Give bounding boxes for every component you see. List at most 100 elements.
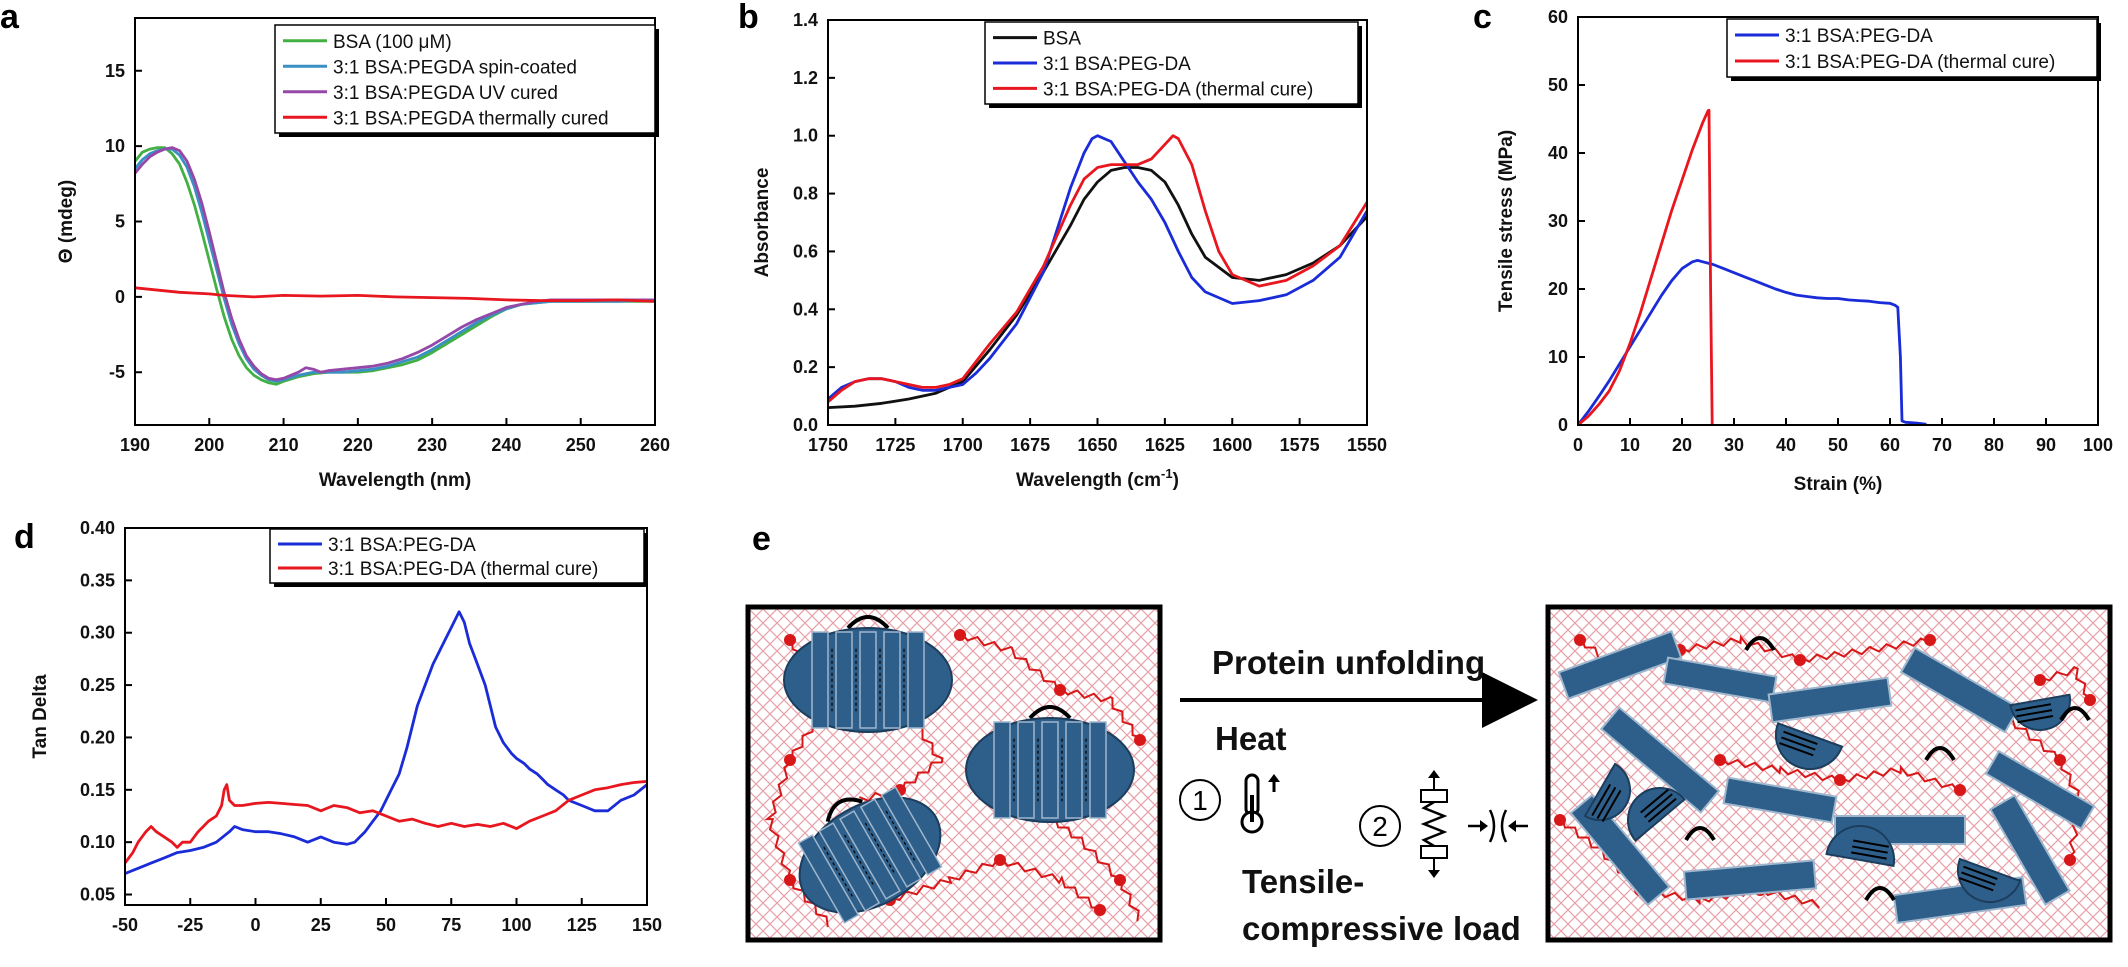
folded-protein <box>783 615 953 733</box>
x-tick-label-a: 230 <box>417 435 447 455</box>
panel-letter-c: c <box>1473 0 1492 36</box>
x-tick-label-a: 260 <box>640 435 670 455</box>
x-tick-label-d: -50 <box>112 915 138 935</box>
x-axis-label-c: Strain (%) <box>1794 474 1883 495</box>
polymer-bead <box>994 854 1006 866</box>
polymer-bead <box>784 874 796 886</box>
beta-strand <box>835 631 853 729</box>
legend-entry-a: 3:1 BSA:PEGDA thermally cured <box>333 108 609 129</box>
unfolded-strand <box>1984 749 2096 831</box>
unfolded-proteins <box>1557 630 2096 925</box>
legend-entry-a: BSA (100 μM) <box>333 32 452 53</box>
legend-box-c <box>1726 18 2098 78</box>
y-tick-label-c: 30 <box>1548 211 1568 231</box>
x-tick-label-b: 1575 <box>1280 435 1320 455</box>
polymer-bead <box>2064 854 2076 866</box>
h-bond <box>1853 839 1889 848</box>
y-tick-label-d: 0.05 <box>80 885 115 905</box>
x-tick-label-a: 240 <box>491 435 521 455</box>
protein-loop <box>1744 636 1776 652</box>
h-bond <box>885 810 917 864</box>
y-tick-label-c: 40 <box>1548 143 1568 163</box>
x-tick-label-b: 1625 <box>1145 435 1185 455</box>
tensile-spring-icon <box>1420 770 1448 878</box>
x-tick-label-d: 0 <box>250 915 260 935</box>
polymer-bead <box>1714 754 1726 766</box>
polymer-bead <box>1834 774 1846 786</box>
polymer-bead <box>1794 654 1806 666</box>
h-bond <box>1643 793 1673 819</box>
h-bond <box>864 822 896 876</box>
beta-strand <box>1065 721 1083 819</box>
y-tick-label-a: 0 <box>115 287 125 307</box>
x-tick-label-d: 150 <box>632 915 662 935</box>
protein-loop <box>1028 705 1072 720</box>
heat-label: Heat <box>1215 720 1287 757</box>
y-tick-label-c: 0 <box>1558 415 1568 435</box>
series-line-c-1 <box>1577 108 1714 427</box>
beta-strand <box>859 631 877 729</box>
h-bond <box>1963 865 1998 880</box>
beta-strand <box>880 786 943 876</box>
beta-strand <box>883 631 901 729</box>
series-line-b-0 <box>827 166 1369 409</box>
y-tick-label-d: 0.30 <box>80 623 115 643</box>
x-tick-label-c: 70 <box>1932 435 1952 455</box>
x-tick-label-c: 20 <box>1672 435 1692 455</box>
h-bond <box>1783 730 1818 745</box>
polymer-bead <box>2034 674 2046 686</box>
x-tick-label-d: 50 <box>376 915 396 935</box>
x-tick-label-d: 100 <box>501 915 531 935</box>
beta-strand <box>993 721 1011 819</box>
chart-c: c 0 10 20 30 40 50 60 70 80 90 100 0 10 20 30 40 50 60 Stra… <box>1473 0 2113 495</box>
folded-protein <box>965 705 1135 823</box>
y-tick-label-b: 1.4 <box>793 10 818 30</box>
series-line-b-1 <box>827 134 1369 401</box>
polymer-bead <box>1954 784 1966 796</box>
series-line-d-1 <box>123 780 648 864</box>
panel-letter-e: e <box>752 520 771 558</box>
beta-strand <box>907 631 925 729</box>
step-2-number: 2 <box>1372 811 1388 842</box>
h-bond <box>1591 783 1612 817</box>
y-tick-label-c: 60 <box>1548 7 1568 27</box>
polymer-bead <box>1924 634 1936 646</box>
x-tick-label-a: 210 <box>269 435 299 455</box>
legend-entry-a: 3:1 BSA:PEGDA spin-coated <box>333 57 577 78</box>
y-tick-label-b: 1.2 <box>793 68 818 88</box>
series-line-a-1 <box>133 147 656 383</box>
x-tick-label-b: 1650 <box>1077 435 1117 455</box>
h-bond <box>1781 736 1816 751</box>
polymer-bead <box>1134 734 1146 746</box>
polymer-bead <box>784 634 796 646</box>
chart-a: a 190 200 210 220 230 240 250 260 -5 0 5 10 15 Wavelen… <box>0 0 670 491</box>
h-bond <box>1647 797 1677 823</box>
x-tick-label-a: 190 <box>120 435 150 455</box>
x-tick-label-c: 50 <box>1828 435 1848 455</box>
x-tick-label-b: 1550 <box>1347 435 1387 455</box>
polymer-bead <box>954 629 966 641</box>
h-bond <box>2016 709 2053 718</box>
protein-loop <box>1864 886 1896 902</box>
legend-entry-c: 3:1 BSA:PEG-DA <box>1785 26 1933 47</box>
x-tick-label-b: 1725 <box>875 435 915 455</box>
h-bond <box>1851 851 1887 860</box>
polymer-bead <box>2054 754 2066 766</box>
panel-letter-b: b <box>738 0 759 36</box>
beta-strand <box>1041 721 1059 819</box>
legend-entry-b: 3:1 BSA:PEG-DA <box>1043 54 1191 75</box>
unfolded-strand <box>1722 776 1838 824</box>
x-tick-label-c: 30 <box>1724 435 1744 455</box>
panel-letter-d: d <box>14 518 35 556</box>
unfolded-strand <box>1989 794 2071 906</box>
legend-entry-a: 3:1 BSA:PEGDA UV cured <box>333 83 558 104</box>
x-tick-label-c: 10 <box>1620 435 1640 455</box>
unfolded-strand <box>1557 630 1683 700</box>
series-line-b-2 <box>827 134 1369 403</box>
arrow-label: Protein unfolding <box>1212 644 1485 681</box>
polymer-bead <box>1054 684 1066 696</box>
y-tick-label-b: 0.0 <box>793 415 818 435</box>
h-bond <box>1852 845 1888 854</box>
load-label-line2: compressive load <box>1242 910 1521 947</box>
